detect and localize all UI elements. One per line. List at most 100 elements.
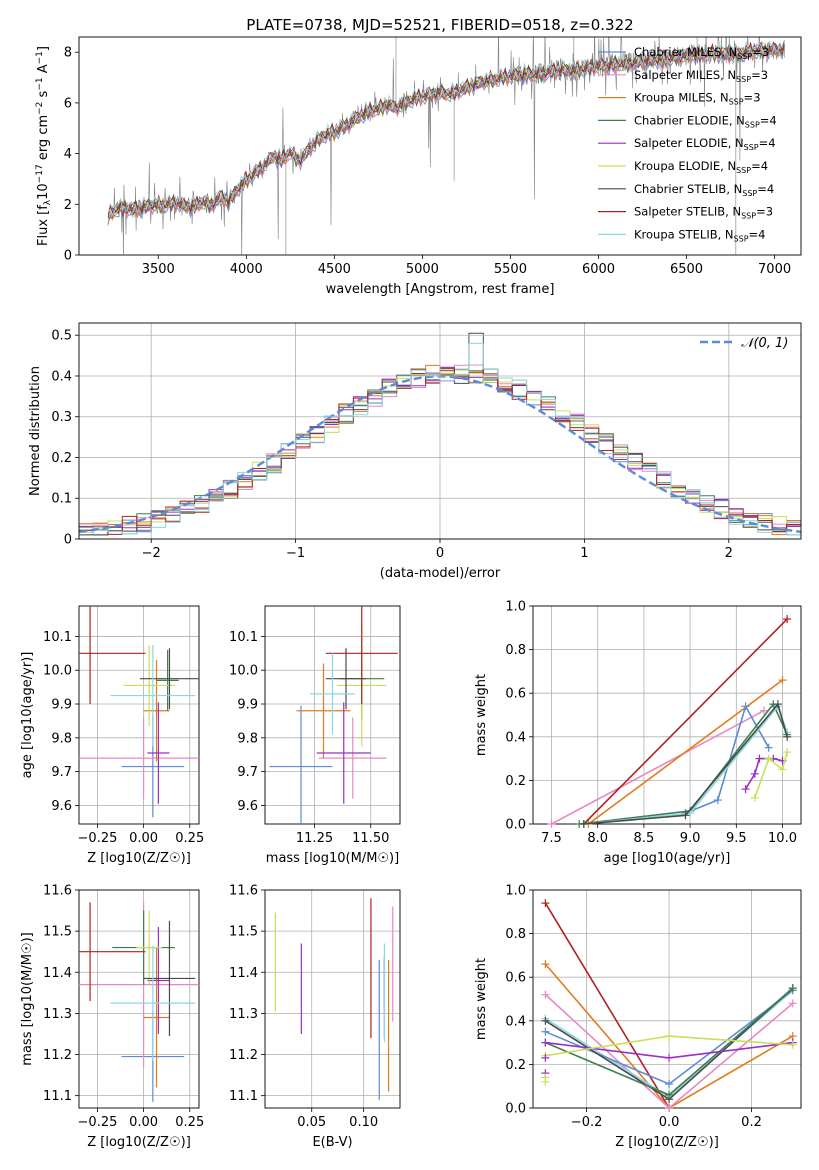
y-tick-label: 1.0 — [505, 884, 526, 899]
y-tick-label: 11.6 — [229, 884, 258, 899]
y-axis-label: mass weight — [474, 674, 489, 756]
y-tick-label: 8 — [64, 46, 72, 61]
model-spectrum-salpeter-stelib — [107, 40, 785, 215]
x-tick-label: 0 — [436, 546, 444, 561]
age-vs-Z-panel: −0.25 0.00 0.25 9.6 9.7 9.8 9.9 10.0 10.1 Z [log1… — [20, 605, 204, 866]
legend-sub: SSP — [744, 143, 759, 152]
weight-line — [754, 751, 788, 799]
x-tick-label: 1 — [580, 546, 588, 561]
weight-line — [579, 702, 788, 824]
x-axis-label: age [log10(age/yr)] — [604, 851, 731, 866]
axes-frame — [78, 605, 200, 825]
x-tick-label: 3500 — [142, 262, 175, 277]
weight-line — [583, 702, 788, 824]
y-tick-label: 6 — [64, 96, 72, 111]
x-tick-label: 2 — [725, 546, 733, 561]
y-axis-label-part: λ — [43, 199, 53, 205]
legend-entry: 𝒩(0, 1) — [741, 336, 788, 351]
y-axis-label-part: s — [36, 90, 51, 101]
y-axis-label-part: A — [36, 64, 51, 77]
axes-frame — [264, 605, 401, 825]
y-axis-label-part: erg cm — [36, 115, 51, 164]
legend-entry: Chabrier MILES, NSSP=3 — [634, 45, 769, 61]
y-tick-label: 10.0 — [229, 664, 258, 679]
legend-n: 3 — [766, 205, 773, 219]
y-tick-label: 11.1 — [229, 1089, 258, 1104]
x-tick-label: −1 — [286, 546, 305, 561]
x-tick-label: 0.05 — [297, 1115, 326, 1130]
y-tick-label: 10.1 — [43, 630, 72, 645]
legend-entry: Chabrier ELODIE, NSSP=4 — [634, 113, 777, 129]
y-axis-label: age [log10(age/yr)] — [20, 652, 35, 779]
x-tick-label: 0.00 — [129, 1115, 158, 1130]
x-tick-label: −2 — [142, 546, 161, 561]
axes-frame — [78, 36, 802, 256]
x-tick-label: 0.10 — [349, 1115, 378, 1130]
y-tick-label: 0.4 — [51, 369, 72, 384]
legend-sub: SSP — [734, 234, 749, 243]
axes-frame — [264, 889, 401, 1109]
age-vs-mass-panel: 11.25 11.50 9.6 9.7 9.8 9.9 10.0 10.1 mass [log1… — [229, 605, 401, 866]
x-tick-label: 4000 — [230, 262, 263, 277]
y-tick-label: 11.4 — [229, 966, 258, 981]
legend-entry: Chabrier STELIB, NSSP=4 — [634, 182, 774, 198]
y-tick-label: 0.2 — [51, 451, 72, 466]
legend-name: Salpeter ELODIE — [634, 136, 728, 150]
weight-vs-Z-panel: −0.2 0.0 0.2 0.0 0.2 0.4 0.6 0.8 1.0 Z [log10(Z/Z… — [474, 884, 802, 1150]
x-tick-label: 7.5 — [541, 831, 562, 846]
legend-entry: Salpeter MILES, NSSP=3 — [634, 68, 768, 84]
x-axis-label: (data-model)/error — [380, 566, 501, 581]
y-tick-label: 0.4 — [505, 730, 526, 745]
x-tick-label: 4500 — [318, 262, 351, 277]
x-tick-label: 9.5 — [726, 831, 747, 846]
weight-line — [583, 618, 788, 824]
y-axis-label-part: −1 — [35, 77, 45, 90]
y-axis-label: Flux [fλ10−17 erg cm−2 s−1 A−1] — [35, 46, 53, 246]
figure-title: PLATE=0738, MJD=52521, FIBERID=0518, z=0… — [246, 16, 633, 34]
y-axis-label-part: −17 — [35, 164, 45, 183]
y-tick-label: 11.5 — [229, 925, 258, 940]
x-tick-label: 10.0 — [768, 831, 797, 846]
y-tick-label: 0.8 — [505, 927, 526, 942]
legend-n: 3 — [761, 68, 768, 82]
legend-n: 4 — [767, 182, 774, 196]
x-tick-label: 11.50 — [352, 831, 389, 846]
y-tick-label: 0.2 — [505, 1058, 526, 1073]
mass-vs-ebv-panel: 0.05 0.10 11.1 11.2 11.3 11.4 11.5 11.6 E(B-V) — [229, 884, 401, 1150]
model-spectrum-kroupa-stelib — [107, 39, 785, 216]
legend-sub: SSP — [741, 212, 756, 221]
y-axis-label-part: ] — [36, 46, 51, 51]
y-tick-label: 11.3 — [229, 1007, 258, 1022]
legend-sub: SSP — [742, 189, 757, 198]
legend-entry: Kroupa MILES, NSSP=3 — [634, 91, 761, 107]
y-tick-label: 0.6 — [505, 971, 526, 986]
legend-name: Chabrier ELODIE — [634, 113, 729, 127]
weight-line — [587, 679, 783, 824]
weight-line — [544, 994, 794, 1108]
y-tick-label: 9.8 — [51, 731, 72, 746]
y-tick-label: 4 — [64, 147, 72, 162]
y-tick-label: 0.2 — [505, 774, 526, 789]
axes-frame — [532, 605, 802, 825]
model-spectrum-chabrier-stelib — [107, 41, 785, 219]
y-tick-label: 0.6 — [505, 687, 526, 702]
x-tick-label: −0.2 — [571, 1115, 603, 1130]
y-axis-label-part: −1 — [35, 51, 45, 64]
y-tick-label: 9.9 — [237, 698, 258, 713]
legend-sub: SSP — [745, 120, 760, 129]
y-tick-label: 11.1 — [43, 1089, 72, 1104]
legend-sub: SSP — [737, 52, 752, 61]
y-tick-label: 9.6 — [237, 799, 258, 814]
y-tick-label: 11.2 — [43, 1048, 72, 1063]
y-tick-label: 0 — [64, 249, 72, 264]
model-spectrum-kroupa-elodie — [107, 41, 785, 223]
legend-entry: Kroupa STELIB, NSSP=4 — [634, 227, 766, 243]
x-tick-label: 0.2 — [741, 1115, 762, 1130]
x-axis-label: E(B-V) — [312, 1135, 352, 1150]
y-tick-label: 11.2 — [229, 1048, 258, 1063]
y-tick-label: 0.4 — [505, 1014, 526, 1029]
y-tick-label: 9.6 — [51, 799, 72, 814]
legend-sub: SSP — [729, 98, 744, 107]
legend-entry: Salpeter STELIB, NSSP=3 — [634, 205, 773, 221]
legend-entry: Salpeter ELODIE, NSSP=4 — [634, 136, 776, 152]
